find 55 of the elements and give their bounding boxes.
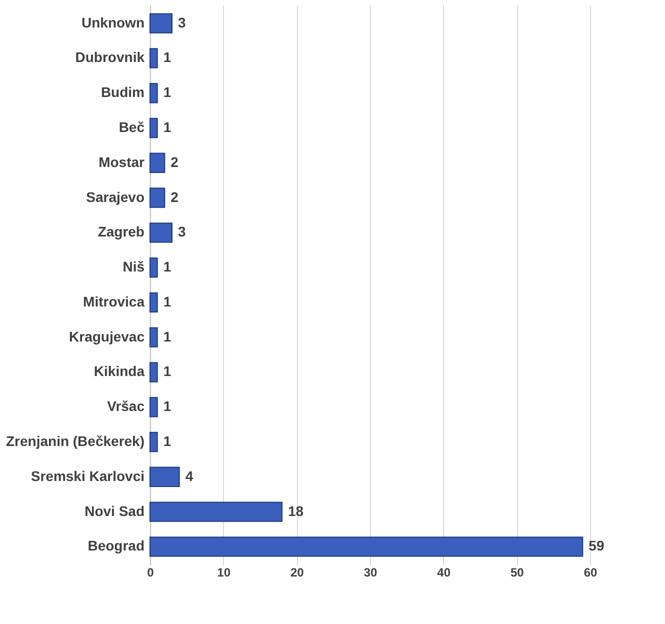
y-tick-label: Sarajevo [86, 188, 144, 205]
y-tick-label: Zagreb [98, 224, 144, 240]
bar [150, 362, 158, 382]
y-tick-label: Vršac [107, 398, 145, 414]
data-label: 2 [170, 188, 179, 205]
bar [150, 466, 180, 487]
data-label: 1 [163, 84, 172, 100]
bar [150, 118, 158, 138]
x-tick-label: 0 [147, 566, 154, 580]
data-label: 18 [288, 502, 304, 519]
data-label: 1 [163, 118, 172, 135]
y-tick-label: Sremski Karlovci [30, 468, 144, 484]
x-tick-label: 30 [364, 566, 378, 580]
data-label: 1 [163, 433, 172, 450]
bar [150, 48, 158, 68]
data-label: 4 [185, 468, 194, 484]
bar [150, 152, 166, 173]
bar [150, 83, 158, 104]
x-tick-label: 60 [584, 566, 598, 580]
bar [150, 397, 158, 418]
y-tick-label: Beograd [88, 538, 144, 554]
y-tick-label: Kikinda [94, 363, 145, 380]
y-tick-label: Kragujevac [69, 328, 145, 344]
data-label: 1 [163, 49, 172, 66]
bar [150, 502, 282, 522]
x-tick-label: 40 [437, 566, 451, 580]
bar [150, 222, 172, 243]
data-label: 1 [163, 258, 172, 275]
data-label: 1 [163, 363, 172, 380]
data-label: 59 [588, 538, 604, 554]
y-tick-label: Unknown [82, 14, 144, 30]
x-tick-label: 20 [290, 566, 304, 580]
data-label: 2 [170, 154, 179, 170]
y-tick-label: Mitrovica [83, 293, 145, 310]
data-label: 3 [178, 14, 186, 30]
y-tick-label: Niš [122, 258, 145, 275]
data-label: 1 [163, 293, 172, 310]
y-tick-label: Novi Sad [84, 502, 144, 519]
bar [150, 13, 172, 34]
bar [150, 432, 158, 452]
y-tick-label: Mostar [98, 154, 146, 170]
y-tick-label: Beč [118, 118, 145, 135]
bar [150, 188, 166, 208]
x-tick-label: 10 [217, 566, 231, 580]
data-label: 1 [163, 398, 172, 414]
bar [150, 327, 158, 348]
data-label: 3 [178, 224, 186, 240]
y-tick-label: Dubrovnik [75, 49, 145, 66]
y-tick-label: Zrenjanin (Bečkerek) [6, 433, 144, 450]
bar [150, 292, 158, 313]
x-tick-label: 50 [510, 566, 524, 580]
bar [150, 257, 158, 278]
data-label: 1 [163, 328, 172, 344]
bar [150, 536, 584, 557]
y-tick-label: Budim [100, 84, 144, 100]
